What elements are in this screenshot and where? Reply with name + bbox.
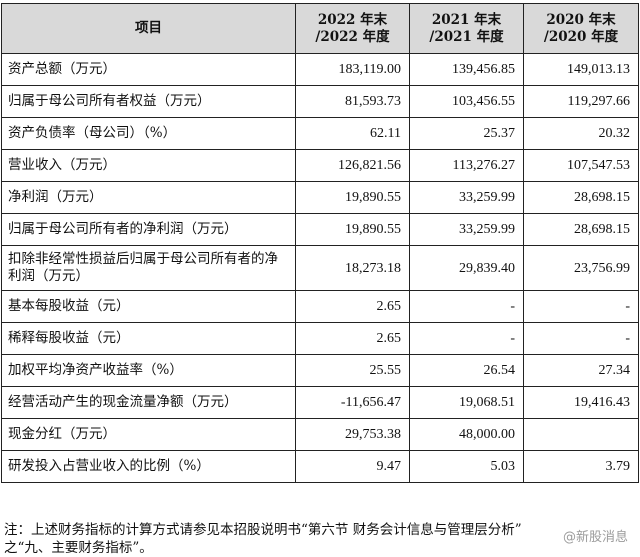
header-2021-line1: 2021 年末 bbox=[431, 11, 502, 28]
value-2020: 23,756.99 bbox=[523, 245, 639, 291]
header-item: 项目 bbox=[1, 3, 296, 54]
table-row: 归属于母公司所有者权益（万元） 81,593.73 103,456.55 119… bbox=[1, 85, 639, 118]
value-2021: - bbox=[409, 290, 524, 323]
value-2021: 19,068.51 bbox=[409, 386, 524, 419]
value-2020: 20.32 bbox=[523, 117, 639, 150]
value-2021: 33,259.99 bbox=[409, 213, 524, 246]
header-2022-line1: 2022 年末 bbox=[317, 11, 388, 28]
row-label: 现金分红（万元） bbox=[1, 418, 296, 451]
table-row: 稀释每股收益（元） 2.65 - - bbox=[1, 322, 639, 355]
table-row: 资产负债率（母公司）（%） 62.11 25.37 20.32 bbox=[1, 117, 639, 150]
value-2020: 27.34 bbox=[523, 354, 639, 387]
value-2022: 18,273.18 bbox=[295, 245, 410, 291]
financial-indicators-table: 项目 2022 年末 /2022 年度 2021 年末 /2021 年度 202… bbox=[1, 3, 639, 483]
value-2020: 19,416.43 bbox=[523, 386, 639, 419]
value-2022: 2.65 bbox=[295, 290, 410, 323]
value-2020: 119,297.66 bbox=[523, 85, 639, 118]
value-2021: 33,259.99 bbox=[409, 181, 524, 214]
table-row: 基本每股收益（元） 2.65 - - bbox=[1, 290, 639, 323]
row-label: 稀释每股收益（元） bbox=[1, 322, 296, 355]
table-row: 资产总额（万元） 183,119.00 139,456.85 149,013.1… bbox=[1, 53, 639, 86]
header-2020-line1: 2020 年末 bbox=[546, 11, 616, 28]
row-label: 资产负债率（母公司）（%） bbox=[1, 117, 296, 150]
header-2020: 2020 年末 /2020 年度 bbox=[523, 3, 639, 54]
value-2020: - bbox=[523, 290, 639, 323]
table-row: 归属于母公司所有者的净利润（万元） 19,890.55 33,259.99 28… bbox=[1, 213, 639, 246]
row-label: 经营活动产生的现金流量净额（万元） bbox=[1, 386, 296, 419]
value-2022: -11,656.47 bbox=[295, 386, 410, 419]
value-2021: 139,456.85 bbox=[409, 53, 524, 86]
footnote-line2: 之“九、主要财务指标”。 bbox=[4, 540, 153, 556]
value-2020 bbox=[523, 418, 639, 451]
row-label: 营业收入（万元） bbox=[1, 149, 296, 182]
row-label: 研发投入占营业收入的比例（%） bbox=[1, 450, 296, 483]
table-header-row: 项目 2022 年末 /2022 年度 2021 年末 /2021 年度 202… bbox=[1, 3, 639, 54]
row-label: 归属于母公司所有者权益（万元） bbox=[1, 85, 296, 118]
value-2022: 19,890.55 bbox=[295, 181, 410, 214]
value-2022: 62.11 bbox=[295, 117, 410, 150]
row-label: 扣除非经常性损益后归属于母公司所有者的净利润（万元） bbox=[1, 245, 296, 291]
table-row: 净利润（万元） 19,890.55 33,259.99 28,698.15 bbox=[1, 181, 639, 214]
value-2022: 126,821.56 bbox=[295, 149, 410, 182]
row-label: 加权平均净资产收益率（%） bbox=[1, 354, 296, 387]
table-row: 经营活动产生的现金流量净额（万元） -11,656.47 19,068.51 1… bbox=[1, 386, 639, 419]
value-2021: 26.54 bbox=[409, 354, 524, 387]
value-2022: 9.47 bbox=[295, 450, 410, 483]
value-2021: 113,276.27 bbox=[409, 149, 524, 182]
value-2020: 28,698.15 bbox=[523, 181, 639, 214]
value-2021: 5.03 bbox=[409, 450, 524, 483]
row-label: 基本每股收益（元） bbox=[1, 290, 296, 323]
watermark: @新股消息 bbox=[560, 526, 630, 545]
value-2021: 103,456.55 bbox=[409, 85, 524, 118]
value-2020: - bbox=[523, 322, 639, 355]
value-2022: 25.55 bbox=[295, 354, 410, 387]
value-2021: - bbox=[409, 322, 524, 355]
value-2021: 48,000.00 bbox=[409, 418, 524, 451]
header-2021: 2021 年末 /2021 年度 bbox=[409, 3, 524, 54]
value-2020: 3.79 bbox=[523, 450, 639, 483]
value-2022: 19,890.55 bbox=[295, 213, 410, 246]
footnote-line1: 注：上述财务指标的计算方式请参见本招股说明书“第六节 财务会计信息与管理层分析” bbox=[4, 522, 522, 538]
table-row: 加权平均净资产收益率（%） 25.55 26.54 27.34 bbox=[1, 354, 639, 387]
value-2022: 29,753.38 bbox=[295, 418, 410, 451]
header-2020-line2: /2020 年度 bbox=[543, 28, 619, 45]
table-row: 现金分红（万元） 29,753.38 48,000.00 bbox=[1, 418, 639, 451]
value-2022: 183,119.00 bbox=[295, 53, 410, 86]
value-2020: 149,013.13 bbox=[523, 53, 639, 86]
value-2020: 107,547.53 bbox=[523, 149, 639, 182]
value-2020: 28,698.15 bbox=[523, 213, 639, 246]
table-row: 扣除非经常性损益后归属于母公司所有者的净利润（万元） 18,273.18 29,… bbox=[1, 245, 639, 291]
row-label: 资产总额（万元） bbox=[1, 53, 296, 86]
value-2021: 29,839.40 bbox=[409, 245, 524, 291]
row-label: 净利润（万元） bbox=[1, 181, 296, 214]
value-2022: 81,593.73 bbox=[295, 85, 410, 118]
table-row: 研发投入占营业收入的比例（%） 9.47 5.03 3.79 bbox=[1, 450, 639, 483]
table-row: 营业收入（万元） 126,821.56 113,276.27 107,547.5… bbox=[1, 149, 639, 182]
footnote: 注：上述财务指标的计算方式请参见本招股说明书“第六节 财务会计信息与管理层分析”… bbox=[4, 521, 636, 557]
header-2021-line2: /2021 年度 bbox=[429, 28, 504, 45]
row-label: 归属于母公司所有者的净利润（万元） bbox=[1, 213, 296, 246]
value-2021: 25.37 bbox=[409, 117, 524, 150]
value-2022: 2.65 bbox=[295, 322, 410, 355]
header-2022: 2022 年末 /2022 年度 bbox=[295, 3, 410, 54]
header-2022-line2: /2022 年度 bbox=[315, 28, 390, 45]
